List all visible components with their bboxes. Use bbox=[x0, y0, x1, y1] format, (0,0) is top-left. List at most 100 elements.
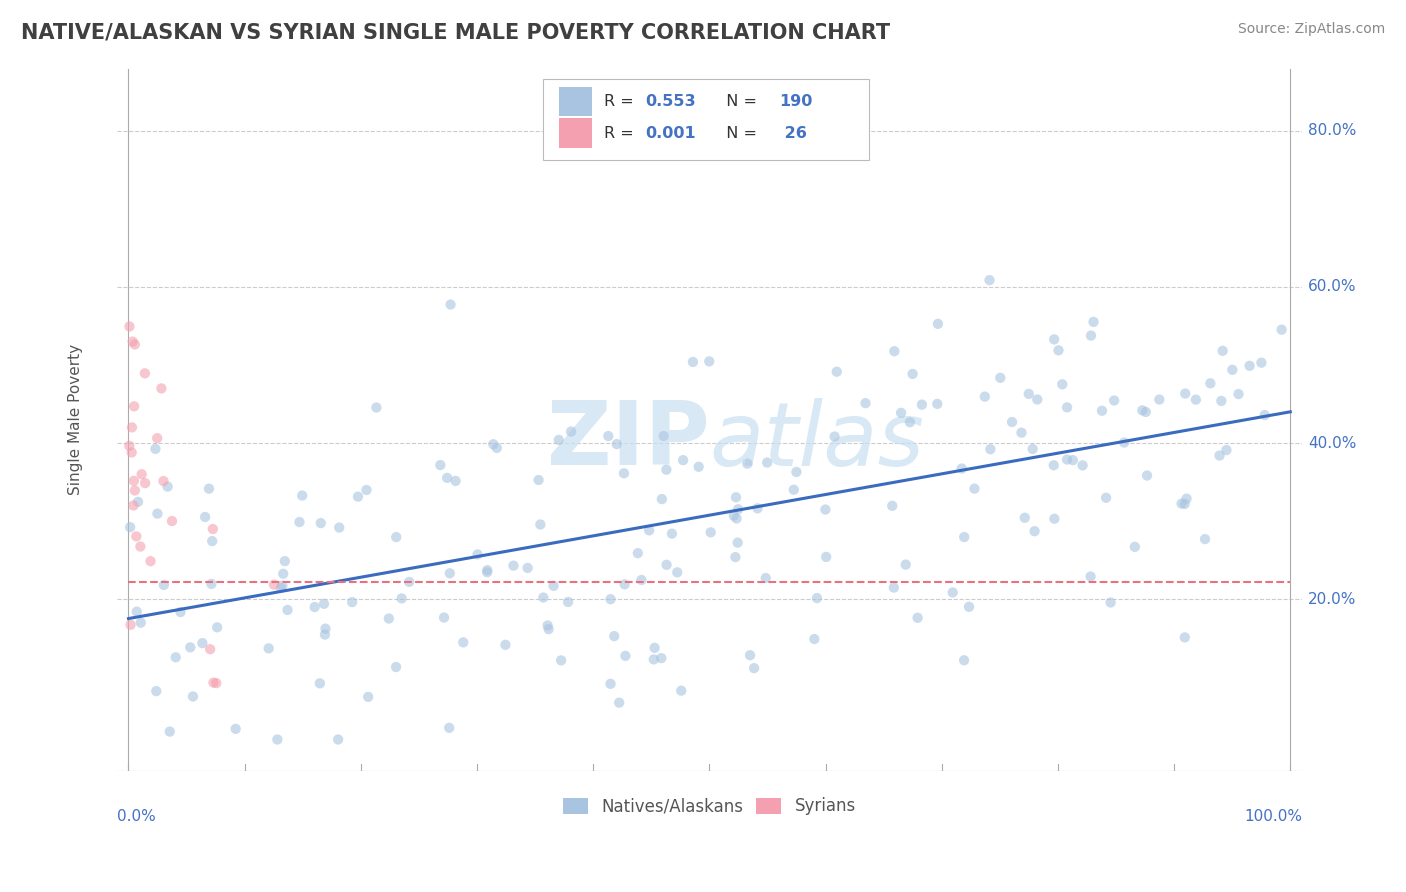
Point bbox=[146, 507, 169, 521]
Bar bbox=[560, 87, 592, 116]
Text: Source: ZipAtlas.com: Source: ZipAtlas.com bbox=[1237, 22, 1385, 37]
Point bbox=[1080, 569, 1102, 583]
Point bbox=[979, 273, 1001, 287]
Point bbox=[737, 457, 759, 471]
Point bbox=[1123, 540, 1146, 554]
Point bbox=[661, 526, 683, 541]
Point bbox=[129, 615, 152, 630]
Legend: Natives/Alaskans, Syrians: Natives/Alaskans, Syrians bbox=[557, 790, 863, 822]
Point bbox=[1175, 491, 1198, 506]
Text: 190: 190 bbox=[779, 94, 813, 109]
Point bbox=[638, 524, 661, 538]
Point bbox=[723, 508, 745, 523]
Point bbox=[1043, 512, 1066, 526]
FancyBboxPatch shape bbox=[544, 79, 869, 160]
Point bbox=[1021, 442, 1043, 456]
Text: 0.553: 0.553 bbox=[645, 94, 696, 109]
Point bbox=[725, 511, 748, 525]
Point bbox=[309, 516, 332, 530]
Point bbox=[927, 397, 949, 411]
Point bbox=[942, 585, 965, 599]
Text: Single Male Poverty: Single Male Poverty bbox=[67, 344, 83, 495]
Point bbox=[156, 480, 179, 494]
Point bbox=[439, 566, 461, 581]
Point bbox=[145, 442, 167, 456]
Point bbox=[482, 437, 505, 451]
Point bbox=[1001, 415, 1024, 429]
Point bbox=[121, 420, 143, 434]
Point bbox=[477, 563, 499, 577]
Point bbox=[516, 561, 538, 575]
Point bbox=[314, 622, 336, 636]
Point bbox=[1271, 323, 1294, 337]
Point bbox=[724, 490, 747, 504]
Point bbox=[855, 396, 877, 410]
Point bbox=[953, 530, 976, 544]
Point bbox=[121, 445, 143, 459]
Point bbox=[159, 724, 181, 739]
Point bbox=[127, 495, 149, 509]
Point bbox=[125, 605, 148, 619]
Point bbox=[191, 636, 214, 650]
Point bbox=[120, 520, 142, 534]
Point bbox=[366, 401, 388, 415]
Point bbox=[1135, 405, 1157, 419]
Point bbox=[485, 441, 508, 455]
Point bbox=[672, 453, 695, 467]
Text: 40.0%: 40.0% bbox=[1308, 435, 1357, 450]
Point bbox=[1042, 458, 1064, 473]
Point bbox=[1136, 468, 1159, 483]
Point bbox=[963, 482, 986, 496]
Point bbox=[783, 483, 806, 497]
Point bbox=[436, 471, 458, 485]
Point bbox=[271, 578, 294, 592]
Point bbox=[340, 595, 363, 609]
Point bbox=[1220, 363, 1243, 377]
Point bbox=[444, 474, 467, 488]
Point bbox=[131, 467, 153, 482]
Point bbox=[1071, 458, 1094, 473]
Text: ZIP: ZIP bbox=[547, 397, 710, 484]
Point bbox=[825, 365, 848, 379]
Point bbox=[385, 660, 408, 674]
Point bbox=[1174, 497, 1197, 511]
Point bbox=[139, 554, 162, 568]
Point bbox=[953, 653, 976, 667]
Point bbox=[907, 611, 929, 625]
Point bbox=[152, 474, 174, 488]
Point bbox=[312, 597, 335, 611]
Point bbox=[727, 535, 749, 549]
Point bbox=[134, 476, 156, 491]
Point bbox=[747, 501, 769, 516]
Point bbox=[198, 642, 221, 657]
Point bbox=[475, 565, 498, 579]
Point bbox=[124, 483, 146, 498]
Point bbox=[378, 611, 401, 625]
Point bbox=[557, 595, 579, 609]
Point bbox=[1052, 377, 1074, 392]
Point bbox=[650, 651, 672, 665]
Point bbox=[560, 425, 582, 439]
Point bbox=[814, 502, 837, 516]
Point bbox=[655, 558, 678, 572]
Point bbox=[550, 653, 572, 667]
Point bbox=[756, 456, 779, 470]
Text: R =: R = bbox=[605, 94, 638, 109]
Point bbox=[529, 517, 551, 532]
Text: 20.0%: 20.0% bbox=[1308, 591, 1357, 607]
Point bbox=[1024, 524, 1046, 539]
Point bbox=[118, 439, 141, 453]
Point bbox=[118, 319, 141, 334]
Point bbox=[890, 406, 912, 420]
Point bbox=[225, 722, 247, 736]
Point bbox=[1056, 452, 1078, 467]
Point bbox=[627, 546, 650, 560]
Text: NATIVE/ALASKAN VS SYRIAN SINGLE MALE POVERTY CORRELATION CHART: NATIVE/ALASKAN VS SYRIAN SINGLE MALE POV… bbox=[21, 22, 890, 42]
Point bbox=[1062, 453, 1084, 467]
Point bbox=[1185, 392, 1208, 407]
Point bbox=[1254, 408, 1277, 422]
Point bbox=[613, 577, 636, 591]
Point bbox=[1047, 343, 1070, 358]
Point bbox=[398, 574, 420, 589]
Point bbox=[699, 525, 721, 540]
